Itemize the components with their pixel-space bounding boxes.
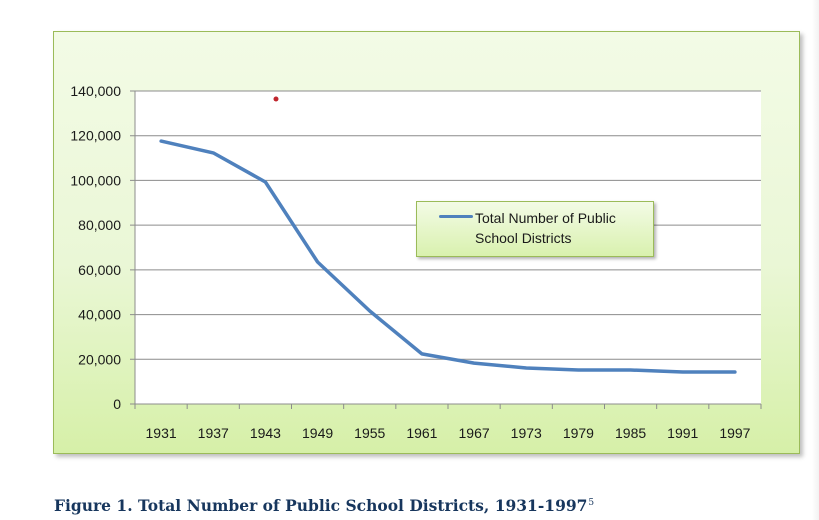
y-tick-label: 100,000: [70, 172, 121, 188]
legend-series-label: Total Number of Public School Districts: [475, 210, 616, 246]
y-tick-label: 60,000: [78, 262, 121, 278]
x-tick-label: 1943: [250, 425, 281, 441]
series-line: [159, 139, 737, 374]
x-tick-label: 1955: [354, 425, 385, 441]
x-tick-label: 1979: [563, 425, 594, 441]
x-tick-label: 1985: [615, 425, 646, 441]
chart-legend: Total Number of Public School Districts: [416, 201, 654, 257]
x-tick-label: 1931: [146, 425, 177, 441]
page-edge-shadow: [812, 0, 819, 520]
legend-series-swatch: [439, 215, 473, 218]
y-tick-label: 20,000: [78, 351, 121, 367]
x-tick-label: 1997: [719, 425, 750, 441]
x-tick-label: 1973: [511, 425, 542, 441]
y-tick-label: 80,000: [78, 217, 121, 233]
y-tick-label: 40,000: [78, 307, 121, 323]
y-tick-label: 0: [113, 396, 121, 412]
x-tick-label: 1937: [198, 425, 229, 441]
x-tick-label: 1967: [459, 425, 490, 441]
caption-footnote: 5: [588, 498, 595, 508]
red-dot-marker: [273, 96, 279, 102]
y-tick-label: 140,000: [70, 83, 121, 99]
x-tick-label: 1991: [667, 425, 698, 441]
x-tick-label: 1949: [302, 425, 333, 441]
figure-caption: Figure 1. Total Number of Public School …: [54, 496, 594, 515]
caption-text: Figure 1. Total Number of Public School …: [54, 496, 588, 515]
x-tick-label: 1961: [406, 425, 437, 441]
y-tick-label: 120,000: [70, 128, 121, 144]
